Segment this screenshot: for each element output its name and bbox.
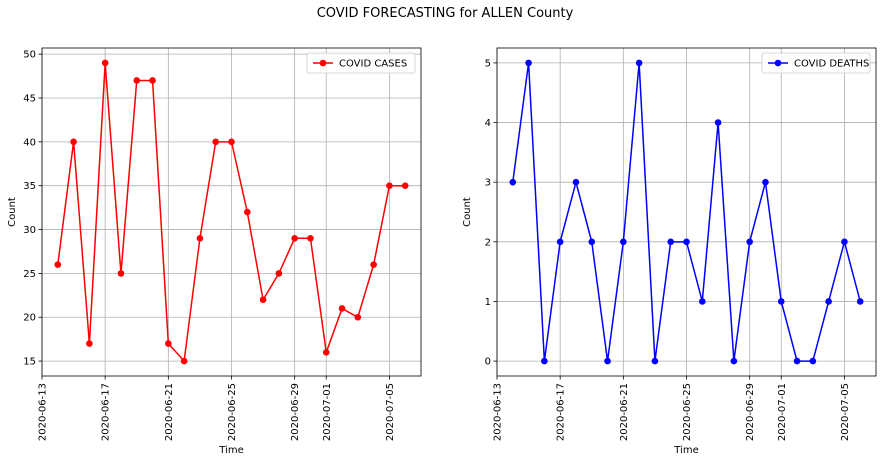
data-point <box>117 270 125 277</box>
x-tick-label: 2020-06-25 <box>227 383 238 441</box>
x-tick-label: 2020-06-21 <box>164 383 175 441</box>
data-point <box>667 238 675 246</box>
data-point <box>556 238 564 246</box>
data-point <box>54 261 62 268</box>
data-point <box>133 77 141 84</box>
x-tick-label: 2020-07-05 <box>385 383 396 441</box>
y-axis-label: Count <box>7 197 18 227</box>
x-tick-label: 2020-06-17 <box>556 383 567 441</box>
data-point <box>401 182 409 189</box>
data-point <box>370 261 377 268</box>
data-point <box>588 238 596 246</box>
data-point <box>651 357 659 365</box>
data-point <box>228 138 235 146</box>
data-point <box>698 298 706 305</box>
data-point <box>212 138 220 146</box>
figure-title: COVID FORECASTING for ALLEN County <box>317 6 574 21</box>
data-point <box>856 298 864 305</box>
x-tick-label: 2020-06-29 <box>290 383 301 441</box>
data-point <box>746 238 753 246</box>
data-point <box>541 357 548 365</box>
data-point <box>165 340 172 347</box>
cases-chart: 2020-06-13 2020-06-17 2020-06-21 2020-06-25… <box>7 47 422 456</box>
x-tick-label: 2020-06-13 <box>493 383 504 441</box>
y-tick-label: 50 <box>23 50 36 61</box>
x-tick-label: 2020-06-13 <box>38 383 49 441</box>
y-tick-label: 30 <box>23 225 36 236</box>
x-tick-label: 2020-06-25 <box>682 383 693 441</box>
y-tick-label: 0 <box>485 357 491 368</box>
data-point <box>604 357 611 365</box>
data-point <box>307 235 314 242</box>
data-point <box>180 357 188 365</box>
y-tick-label: 2 <box>485 237 491 248</box>
data-point <box>386 182 393 189</box>
legend-box <box>306 52 416 74</box>
data-point <box>196 235 204 242</box>
data-point <box>101 59 109 67</box>
legend-marker <box>774 59 782 67</box>
data-point <box>841 238 848 246</box>
data-point <box>525 59 532 67</box>
x-axis-label: Time <box>218 445 243 456</box>
y-tick-label: 15 <box>23 357 36 368</box>
axes-frame <box>496 47 877 377</box>
data-point <box>825 298 832 305</box>
y-tick-label: 40 <box>23 137 36 148</box>
y-tick-label: 45 <box>23 93 36 104</box>
data-point <box>793 357 801 365</box>
data-point <box>777 298 785 305</box>
axes-frame <box>41 47 422 377</box>
data-point <box>291 235 298 242</box>
y-tick-label: 20 <box>23 313 36 324</box>
legend-label: COVID DEATHS <box>794 59 869 70</box>
data-point <box>243 208 251 216</box>
x-axis-label: Time <box>673 445 698 456</box>
x-tick-label: 2020-07-05 <box>840 383 851 441</box>
data-point <box>620 238 627 246</box>
x-tick-label: 2020-07-01 <box>322 383 333 441</box>
data-point <box>714 119 722 126</box>
data-point <box>86 340 93 347</box>
data-point <box>509 178 517 186</box>
y-tick-label: 25 <box>23 269 36 280</box>
x-tick-label: 2020-06-29 <box>745 383 756 441</box>
data-point <box>572 178 580 186</box>
y-tick-label: 1 <box>485 297 491 308</box>
x-tick-label: 2020-07-01 <box>777 383 788 441</box>
y-tick-label: 4 <box>485 118 491 129</box>
legend-marker <box>319 59 327 67</box>
data-point <box>259 296 267 304</box>
data-point <box>730 357 738 365</box>
legend-box <box>761 52 871 74</box>
data-point <box>635 59 643 67</box>
data-point <box>683 238 690 246</box>
data-point <box>762 178 769 186</box>
x-tick-label: 2020-06-21 <box>619 383 630 441</box>
data-point <box>275 270 283 277</box>
data-point <box>809 357 817 365</box>
x-tick-label: 2020-06-17 <box>101 383 112 441</box>
data-point <box>70 138 77 146</box>
y-axis-label: Count <box>462 197 473 227</box>
y-tick-label: 5 <box>485 58 491 69</box>
data-point <box>322 349 330 356</box>
y-tick-label: 35 <box>23 181 36 192</box>
y-tick-label: 3 <box>485 178 491 189</box>
data-point <box>338 305 346 312</box>
legend-label: COVID CASES <box>339 59 407 70</box>
data-point <box>149 77 156 84</box>
data-point <box>354 313 362 321</box>
deaths-chart: 2020-06-13 2020-06-17 2020-06-21 2020-06-25… <box>462 47 877 456</box>
